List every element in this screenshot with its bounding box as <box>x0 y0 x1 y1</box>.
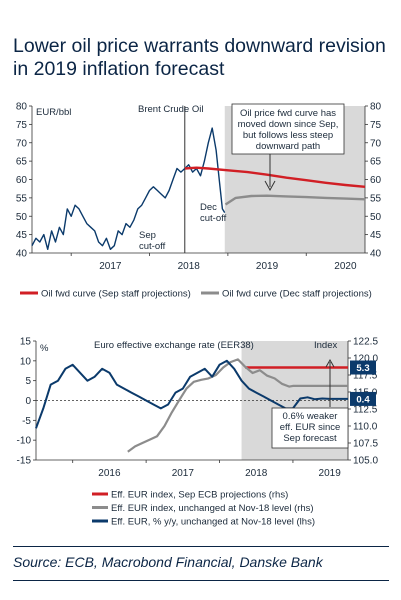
y-tick-label-left: 50 <box>16 212 28 223</box>
divider-rule <box>13 546 389 547</box>
left-unit-label: % <box>40 343 49 354</box>
y-tick-label-left: 15 <box>20 337 32 348</box>
series-label-brent: Brent Crude Oil <box>138 104 203 115</box>
sep-fwd-curve-line <box>184 166 366 188</box>
y-tick-label-right: 65 <box>370 157 382 168</box>
y-tick-label-left: 70 <box>16 138 28 149</box>
y-tick-label-left: 65 <box>16 157 28 168</box>
y-tick-label-right: 70 <box>370 138 382 149</box>
value-badge-label: 0.4 <box>356 394 370 405</box>
y-tick-label-right: 120.0 <box>353 354 378 365</box>
y-tick-label-left: -15 <box>17 456 32 467</box>
value-badge <box>350 391 376 406</box>
legend-label-sep: Oil fwd curve (Sep staff projections) <box>41 289 191 300</box>
y-tick-label-left: 40 <box>16 249 28 260</box>
y-tick-label-right: 55 <box>370 193 382 204</box>
y-tick-label-right: 40 <box>370 249 382 260</box>
value-badge <box>350 360 376 375</box>
x-tick-label: 2017 <box>99 261 122 272</box>
legend-label: Eff. EUR index, unchanged at Nov-18 leve… <box>111 503 314 514</box>
y-tick-label-right: 117.5 <box>353 371 378 382</box>
value-badge-label: 5.3 <box>356 363 369 374</box>
oil-price-chart: 40 40 45 45 50 50 55 55 60 60 65 65 70 70 75 75 80 80 2017… <box>16 102 382 300</box>
legend-label: Eff. EUR, % y/y, unchanged at Nov-18 lev… <box>111 517 315 528</box>
x-tick-label: 2019 <box>319 468 342 479</box>
y-tick-label-right: 45 <box>370 230 382 241</box>
y-tick-label-left: 45 <box>16 230 28 241</box>
y-tick-label-right: 105.0 <box>353 456 378 467</box>
y-tick-label-right: 60 <box>370 175 382 186</box>
chart-header: Euro effective exchange rate (EER38) <box>94 340 254 351</box>
dec-cutoff-label: Dec <box>200 202 217 213</box>
brent-oil-line <box>31 127 226 250</box>
y-tick-label-right: 107.5 <box>353 439 378 450</box>
y-unit-label: EUR/bbl <box>36 107 71 118</box>
sep-cutoff-label: Sep <box>139 230 156 241</box>
sep-cutoff-label: cut-off <box>139 241 166 252</box>
y-tick-label-left: 0 <box>25 396 31 407</box>
y-tick-label-left: 55 <box>16 193 28 204</box>
x-tick-label: 2019 <box>256 261 279 272</box>
callout-text: moved down since Sep, <box>238 119 339 130</box>
x-tick-label: 2017 <box>172 468 195 479</box>
callout-text: Sep forecast <box>283 433 337 444</box>
callout-text: eff. EUR since <box>280 422 341 433</box>
y-tick-label-right: 122.5 <box>353 337 378 348</box>
callout-text: but follows less steep <box>243 130 333 141</box>
y-tick-label-right: 75 <box>370 120 382 131</box>
callout-text: downward path <box>256 141 320 152</box>
y-tick-label-left: 60 <box>16 175 28 186</box>
x-tick-label: 2018 <box>245 468 268 479</box>
y-tick-label-right: 112.5 <box>353 405 378 416</box>
y-tick-label-right: 110.0 <box>353 422 378 433</box>
y-tick-label-right: 50 <box>370 212 382 223</box>
y-tick-label-left: -10 <box>17 436 32 447</box>
y-tick-label-left: 10 <box>20 356 32 367</box>
callout-arrow-head <box>264 180 276 192</box>
y-tick-label-left: 75 <box>16 120 28 131</box>
eur-index-line <box>127 358 348 453</box>
callout-text: 0.6% weaker <box>283 411 338 422</box>
chart-title: Lower oil price warrants downward revisi… <box>13 35 386 80</box>
legend-label-dec: Oil fwd curve (Dec staff projections) <box>222 289 372 300</box>
callout-arrow-head <box>325 358 335 368</box>
right-unit-label: Index <box>314 340 337 351</box>
callout-box <box>231 103 345 155</box>
callout-text: Oil price fwd curve has <box>240 108 336 119</box>
source-note: Source: ECB, Macrobond Financial, Danske… <box>13 554 323 570</box>
dec-fwd-curve-line <box>224 194 366 206</box>
bottom-rule <box>13 580 389 581</box>
y-tick-label-left: -5 <box>22 416 31 427</box>
x-tick-label: 2016 <box>98 468 121 479</box>
x-tick-label: 2020 <box>334 261 357 272</box>
dec-cutoff-label: cut-off <box>200 213 227 224</box>
y-tick-label-left: 5 <box>25 376 31 387</box>
y-tick-label-left: 80 <box>16 102 28 113</box>
legend-label: Eff. EUR index, Sep ECB projections (rhs… <box>111 490 288 501</box>
y-tick-label-right: 80 <box>370 102 382 113</box>
x-tick-label: 2018 <box>178 261 201 272</box>
callout-box <box>271 407 349 449</box>
